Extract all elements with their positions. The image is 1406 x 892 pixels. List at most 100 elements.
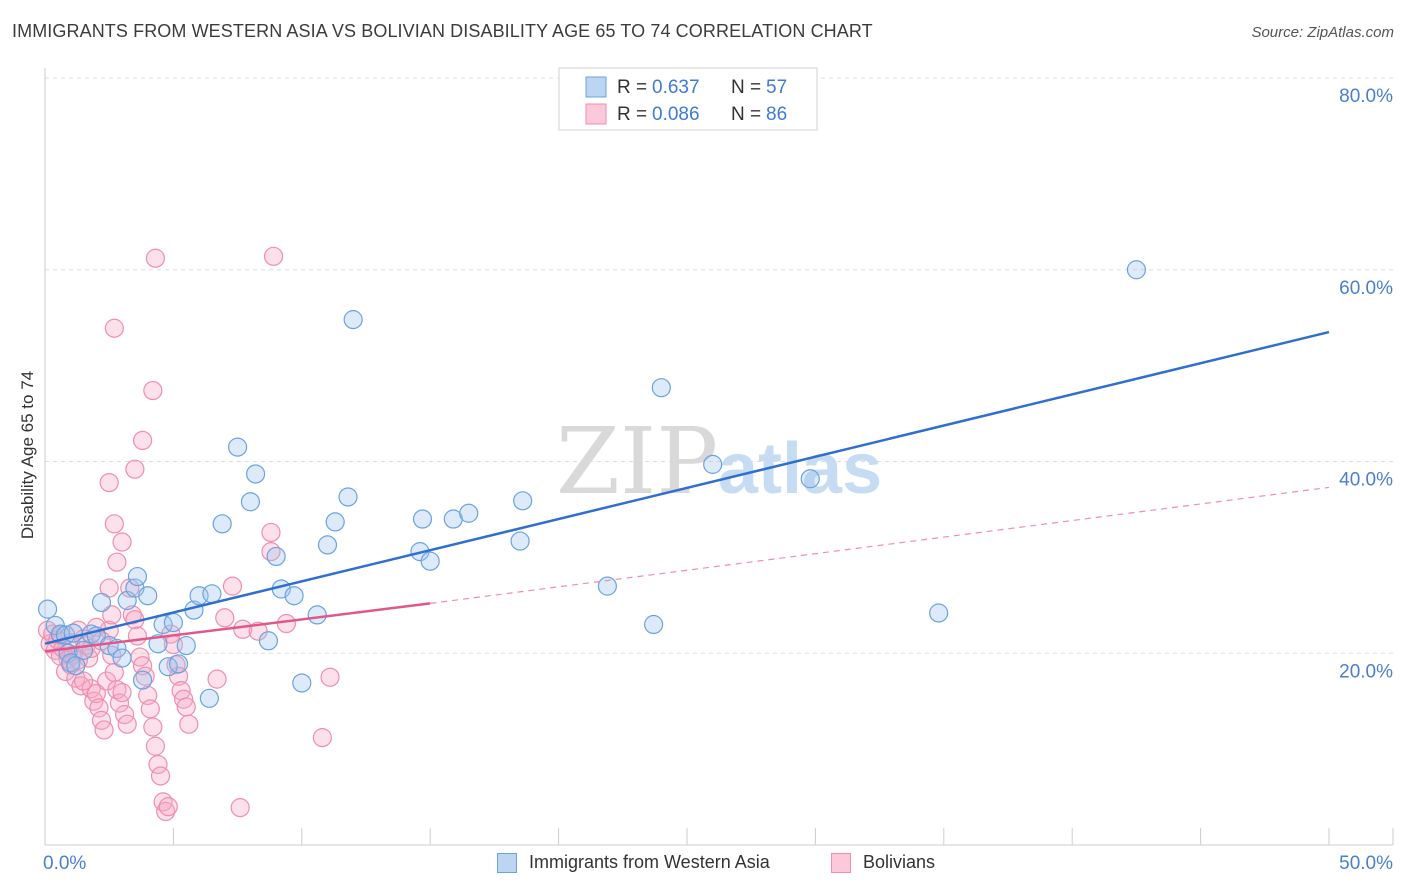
legend-n-label-1: N =: [731, 77, 761, 98]
data-point: [176, 635, 196, 656]
data-point: [651, 378, 671, 398]
data-point: [513, 491, 533, 511]
data-point: [597, 576, 617, 596]
x-tick-label: 0.0%: [43, 853, 86, 874]
data-point: [230, 798, 250, 818]
data-point: [145, 248, 166, 268]
data-point: [127, 626, 148, 646]
data-point: [320, 667, 340, 687]
data-point: [228, 437, 248, 457]
data-point: [61, 653, 81, 673]
data-point: [266, 546, 286, 567]
data-point: [263, 246, 284, 266]
legend-swatch-pink: [585, 103, 607, 125]
data-point: [168, 654, 189, 674]
data-point: [307, 605, 327, 625]
data-point: [215, 608, 235, 628]
data-point: [107, 552, 127, 572]
data-point: [89, 698, 109, 718]
data-point: [112, 648, 132, 668]
legend-n-value-1: 57: [766, 77, 787, 98]
grid-lines: [45, 77, 1393, 654]
data-point: [132, 430, 153, 451]
data-point: [163, 612, 183, 633]
data-point: [117, 714, 137, 734]
trend-lines: [44, 330, 1330, 653]
legend-r-label-2: R =: [617, 104, 647, 125]
data-point: [112, 532, 132, 552]
data-point: [125, 459, 145, 479]
y-tick-label: 80.0%: [1339, 86, 1393, 107]
data-point: [420, 551, 440, 571]
data-point: [1126, 260, 1147, 280]
legend-swatch-western-asia: [497, 852, 517, 873]
data-point: [158, 797, 178, 817]
data-point: [644, 614, 664, 635]
data-point: [73, 640, 94, 660]
data-point: [112, 682, 132, 703]
data-point: [338, 487, 358, 507]
data-point: [94, 720, 114, 740]
legend-label-western-asia: Immigrants from Western Asia: [529, 852, 770, 872]
legend-n-label-2: N =: [731, 104, 761, 125]
legend-swatch-bolivians: [831, 852, 851, 873]
data-point: [150, 766, 171, 786]
data-point: [120, 578, 140, 598]
y-tick-label: 40.0%: [1339, 470, 1393, 491]
data-point: [132, 670, 153, 690]
data-point: [37, 599, 58, 619]
data-point: [143, 717, 163, 737]
data-point: [233, 619, 253, 639]
data-point: [292, 673, 312, 693]
trend-line-bolivians-extension: [430, 486, 1330, 604]
data-point: [276, 613, 296, 634]
legend-item-bolivians: Bolivians: [831, 852, 935, 873]
watermark-zip: ZIP: [556, 408, 718, 515]
legend-n-value-2: 86: [766, 104, 787, 125]
data-point: [199, 688, 219, 708]
data-point: [143, 380, 163, 401]
western-asia-points: [37, 260, 1147, 708]
data-point: [412, 509, 433, 529]
data-point: [140, 699, 160, 719]
data-point: [202, 584, 222, 604]
x-tick-label: 50.0%: [1339, 853, 1393, 874]
tick-labels: 20.0% 40.0% 60.0% 80.0% 0.0% 50.0%: [43, 86, 1393, 874]
data-point: [325, 512, 345, 532]
data-point: [138, 586, 158, 606]
data-point: [258, 631, 279, 651]
data-point: [248, 621, 268, 641]
data-point: [459, 503, 479, 523]
data-point: [510, 531, 530, 551]
legend-label-bolivians: Bolivians: [863, 852, 936, 872]
data-point: [284, 586, 304, 606]
watermark-atlas: atlas: [718, 429, 882, 509]
data-point: [212, 514, 232, 534]
data-point: [312, 728, 332, 748]
data-point: [174, 689, 194, 709]
data-point: [86, 683, 106, 704]
trend-line-bolivians: [44, 602, 431, 653]
data-point: [104, 514, 124, 534]
y-tick-label: 20.0%: [1339, 661, 1393, 682]
data-point: [800, 469, 820, 489]
legend-bottom: Immigrants from Western Asia Bolivians: [0, 852, 1406, 878]
legend-top: R = 0.637 N = 57 R = 0.086 N = 86: [558, 67, 818, 131]
legend-r-label-1: R =: [617, 77, 647, 98]
data-point: [176, 697, 196, 717]
data-point: [703, 454, 723, 474]
legend-r-value-2: 0.086: [652, 104, 700, 125]
data-point: [222, 576, 243, 596]
data-point: [91, 592, 112, 613]
data-point: [148, 754, 168, 775]
data-point: [148, 634, 168, 654]
data-point: [145, 736, 166, 756]
chart-title: IMMIGRANTS FROM WESTERN ASIA VS BOLIVIAN…: [12, 21, 873, 41]
data-point: [245, 464, 266, 484]
data-point: [179, 714, 199, 734]
data-point: [261, 522, 281, 543]
data-point: [240, 492, 261, 512]
data-point: [207, 669, 227, 689]
data-point: [929, 603, 949, 623]
